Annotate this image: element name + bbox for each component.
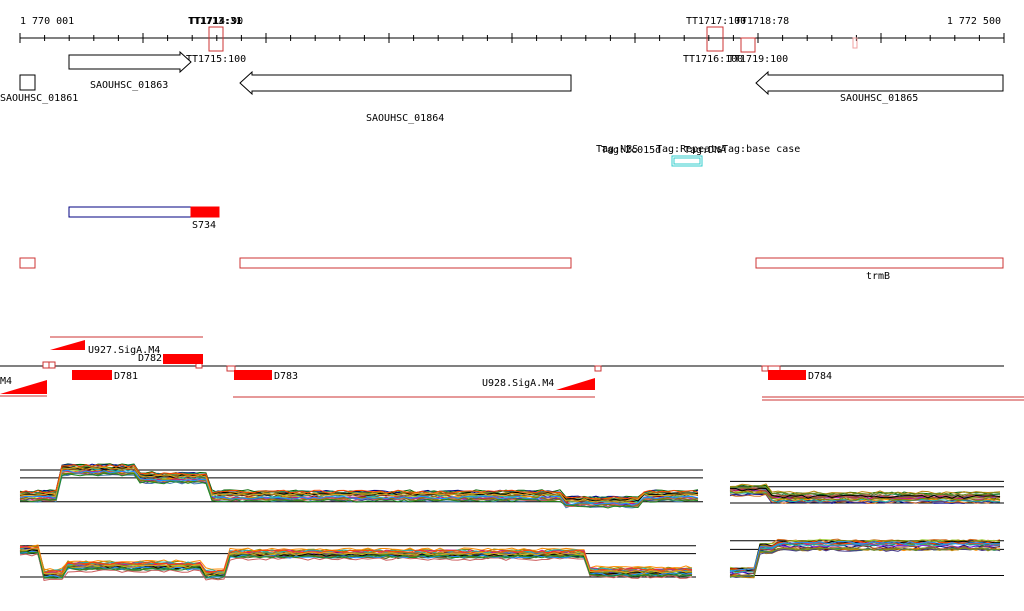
profile-line — [729, 540, 1000, 571]
operon-label: trmB — [866, 271, 890, 282]
profile-line — [19, 548, 693, 576]
tss-marker[interactable] — [594, 365, 602, 372]
feature-label: Tag:NBS — [596, 144, 638, 155]
profile-line — [19, 472, 699, 509]
axis-ticks — [19, 33, 1005, 43]
gene-label: SAOUHSC_01864 — [366, 113, 444, 124]
expression-block[interactable] — [163, 354, 203, 364]
terminator-label: TT1717:100 — [686, 16, 746, 27]
profile-line — [729, 483, 1001, 495]
feature-box[interactable] — [673, 157, 701, 165]
tss-marker[interactable] — [48, 361, 56, 369]
feature-label: Tag:2c015d — [601, 145, 661, 156]
axis-end-label: 1 772 500 — [947, 16, 1001, 27]
d-label: D782 — [138, 353, 162, 364]
terminator-marker[interactable] — [208, 26, 224, 52]
d-label: D781 — [114, 371, 138, 382]
profile-line — [729, 487, 1001, 499]
terminator-marker[interactable] — [740, 37, 756, 53]
terminator-label: TT1713:31 — [188, 16, 242, 27]
profile-line — [729, 547, 1001, 578]
profile-line — [729, 545, 1001, 577]
promoter-triangle[interactable] — [556, 378, 595, 390]
terminator-label: TT1716:100 — [683, 54, 743, 65]
srna-label: S734 — [192, 220, 216, 231]
terminator-track: TT1713:31 TT1714:90 TT1715:100 TT1717:10… — [186, 16, 858, 65]
terminator-label: TT1718:78 — [735, 16, 789, 27]
profile-line — [19, 464, 699, 500]
terminator-label: TT1714:90 — [189, 16, 243, 27]
gene-label: SAOUHSC_01863 — [90, 80, 168, 91]
expression-block[interactable] — [234, 370, 272, 380]
profile-line — [19, 552, 693, 581]
operon-box[interactable] — [19, 257, 36, 269]
promoter-triangle[interactable] — [50, 340, 85, 350]
profile-line — [19, 464, 699, 500]
profile-line — [19, 471, 699, 507]
profile-line — [19, 469, 699, 506]
d-label: D784 — [808, 371, 832, 382]
terminator-marker[interactable] — [706, 26, 724, 52]
operon-track: trmB — [19, 257, 1004, 282]
tss-marker[interactable] — [226, 365, 236, 372]
expression-profiles — [19, 463, 1004, 581]
expression-panel — [729, 538, 1004, 579]
operon-box[interactable] — [755, 257, 1004, 269]
profile-line — [729, 541, 1001, 572]
expression-panel — [19, 463, 703, 509]
gene-arrow[interactable] — [239, 70, 572, 96]
axis-start-label: 1 770 001 — [20, 16, 74, 27]
expression-block[interactable] — [72, 370, 112, 380]
srna-track: S734 — [68, 206, 220, 231]
expression-panel — [19, 544, 696, 581]
promoter-label: U928.SigA.M4 — [482, 378, 554, 389]
operon-box[interactable] — [239, 257, 572, 269]
srna-box[interactable] — [68, 206, 192, 218]
terminator-label: TT1719:100 — [728, 54, 788, 65]
profile-line — [19, 466, 699, 503]
feature-label: Tag:base case — [722, 144, 800, 155]
expression-panel — [729, 480, 1004, 505]
d-label: D783 — [274, 371, 298, 382]
promoter-track: U927.SigA.M4 M4 U928.SigA.M4 D782 D781 D… — [0, 336, 1024, 401]
terminator-marker[interactable] — [852, 37, 858, 49]
gene-arrow[interactable] — [68, 50, 192, 74]
promoter-label: U927.SigA.M4 — [88, 345, 160, 356]
feature-label: Tag:DNA — [684, 145, 726, 156]
gene-arrow[interactable] — [19, 74, 36, 91]
feature-label: Tag:Repeats — [656, 144, 722, 155]
expression-block[interactable] — [768, 370, 806, 380]
profile-line — [729, 547, 1001, 579]
profile-line — [729, 490, 1001, 502]
gene-arrow[interactable] — [755, 70, 1004, 96]
profile-line — [729, 485, 1001, 496]
gene-label: SAOUHSC_01865 — [840, 93, 918, 104]
profile-line — [19, 546, 693, 574]
feature-box[interactable] — [671, 155, 703, 167]
profile-line — [729, 547, 1001, 578]
srna-box-filled[interactable] — [190, 206, 220, 218]
profile-line — [19, 544, 693, 571]
promoter-triangle[interactable] — [0, 380, 47, 394]
promoter-label: M4 — [0, 376, 12, 387]
terminator-label: TT1715:100 — [186, 54, 246, 65]
gene-label: SAOUHSC_01861 — [0, 93, 78, 104]
profile-line — [19, 550, 693, 579]
coordinate-axis: 1 770 001 1 772 500 — [19, 16, 1005, 43]
feature-track: Tag:NBS Tag:2c015d Tag:Repeats Tag:DNA T… — [596, 144, 800, 167]
gene-track: SAOUHSC_01861 SAOUHSC_01863 SAOUHSC_0186… — [0, 50, 1004, 124]
